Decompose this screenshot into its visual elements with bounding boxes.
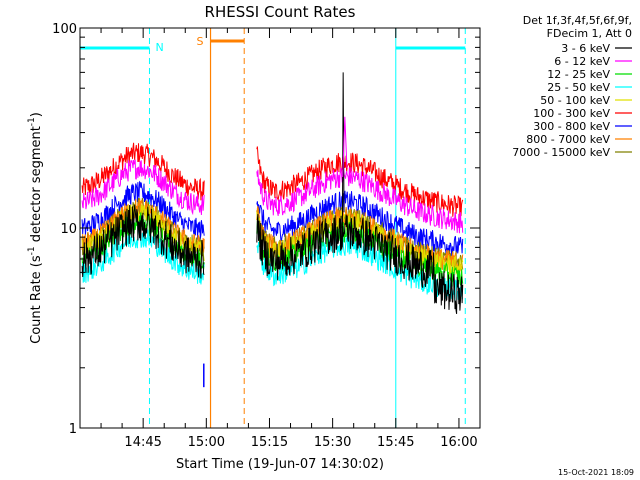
y-axis-label-part2: detector segment — [29, 126, 44, 246]
y-axis-ticks: 1 10 100 — [52, 22, 480, 437]
legend-entry-label-5: 50 - 100 keV — [540, 94, 610, 107]
series-line-1 — [81, 204, 464, 314]
x-axis-label: Start Time (19-Jun-07 14:30:02) — [176, 457, 384, 472]
legend-entry-label-8: 800 - 7000 keV — [526, 133, 610, 146]
legend-entry-label-9: 7000 - 15000 keV — [512, 146, 610, 159]
legend-entry-label-2: 6 - 12 keV — [554, 55, 610, 68]
y-axis-label-part1: Count Rate (s — [29, 255, 44, 344]
x-tick-label: 15:00 — [188, 435, 225, 450]
saa-label: S — [197, 35, 204, 48]
y-axis-label-sup2: -1 — [27, 117, 37, 126]
timestamp: 15-Oct-2021 18:09 — [558, 468, 634, 477]
y-axis-label-part3: ) — [29, 112, 44, 117]
x-tick-label: 16:00 — [440, 435, 477, 450]
series-line-2 — [81, 159, 464, 234]
legend: Det 1f,3f,4f,5f,6f,9f, FDecim 1, Att 0 3… — [512, 14, 632, 159]
series-spike-1 — [341, 72, 345, 248]
y-axis-label: Count Rate (s-1 detector segment-1) — [27, 112, 44, 344]
legend-entry-label-4: 25 - 50 keV — [547, 81, 610, 94]
y-tick-label: 100 — [52, 22, 77, 37]
series-spike-2 — [342, 116, 348, 177]
x-tick-label: 15:30 — [314, 435, 351, 450]
legend-entry-label-1: 3 - 6 keV — [561, 42, 610, 55]
legend-entry-label-3: 12 - 25 keV — [547, 68, 610, 81]
x-tick-label: 15:45 — [377, 435, 414, 450]
series-line-6 — [81, 142, 464, 219]
chart-title: RHESSI Count Rates — [205, 3, 356, 21]
y-tick-label: 1 — [69, 422, 77, 437]
y-tick-label: 10 — [60, 222, 77, 237]
x-axis-ticks: 14:45 15:00 15:15 15:30 15:45 16:00 — [100, 28, 478, 450]
x-tick-label: 15:15 — [251, 435, 288, 450]
legend-header-line1: Det 1f,3f,4f,5f,6f,9f, — [523, 14, 632, 27]
night-label: N — [155, 41, 163, 54]
legend-entry-label-6: 100 - 300 keV — [533, 107, 610, 120]
legend-header-line2: FDecim 1, Att 0 — [547, 27, 632, 40]
y-axis-label-sup1: -1 — [27, 246, 37, 255]
x-tick-label: 14:45 — [124, 435, 161, 450]
legend-entry-label-7: 300 - 800 keV — [533, 120, 610, 133]
